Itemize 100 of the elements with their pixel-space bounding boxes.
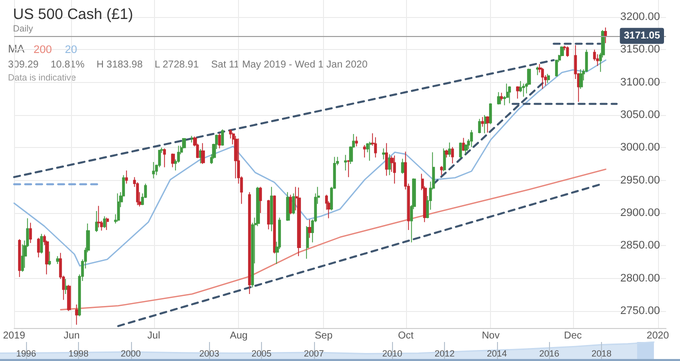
candlestick xyxy=(462,137,465,152)
y-tick-label: 2950.00 xyxy=(620,174,660,186)
x-tick-label: 1996 xyxy=(16,348,36,358)
x-tick-label: Nov xyxy=(482,330,500,342)
text: 20 xyxy=(64,44,78,56)
candlestick xyxy=(152,162,155,179)
candlestick xyxy=(489,102,492,125)
candlestick xyxy=(18,238,21,278)
candlestick xyxy=(459,142,462,159)
candlestick xyxy=(289,194,292,215)
annotation: Sat 11 May 2019 - Wed 1 Jan 2020 xyxy=(211,60,368,70)
candlestick xyxy=(191,136,194,143)
candlestick xyxy=(393,155,396,184)
candlestick xyxy=(106,217,109,230)
candlestick xyxy=(604,27,607,44)
x-tick-label: 2000 xyxy=(120,348,141,358)
candlestick xyxy=(297,187,301,257)
candlestick xyxy=(267,200,270,230)
x-tick-label: 2007 xyxy=(304,348,324,358)
ref-line-label: 3171.05 xyxy=(624,30,660,42)
y-tick-label: 2900.00 xyxy=(620,207,660,220)
candlestick xyxy=(481,116,484,128)
x-tick-label: Aug xyxy=(230,330,248,342)
annotation: H 3183.98 xyxy=(96,60,144,70)
x-tick-label: Dec xyxy=(564,330,582,342)
candlestick xyxy=(519,80,522,93)
candlestick xyxy=(117,193,120,222)
candlestick xyxy=(478,118,481,134)
candlestick xyxy=(308,219,312,238)
candlestick xyxy=(344,154,347,171)
annotation: Data is indicative xyxy=(8,72,76,82)
candlestick xyxy=(306,226,309,260)
candlestick xyxy=(497,92,501,105)
line-series xyxy=(60,168,606,310)
x-tick-label: 2016 xyxy=(539,348,560,358)
candlestick xyxy=(388,154,391,176)
candlestick xyxy=(516,86,520,100)
candlestick xyxy=(40,234,43,254)
y-tick-label: 3000.00 xyxy=(620,142,660,154)
x-tick-label: Jul xyxy=(147,330,160,342)
y-tick-label: 3150.00 xyxy=(620,44,660,56)
annotation: L 2728.91 xyxy=(154,60,200,70)
x-tick-label: 2019 xyxy=(3,330,26,342)
candlestick xyxy=(163,148,166,168)
y-tick-label: 3100.00 xyxy=(620,76,660,88)
candlestick xyxy=(199,148,202,164)
candlestick xyxy=(486,116,490,134)
candlestick xyxy=(385,142,388,176)
candlestick xyxy=(270,186,273,232)
y-tick-label: 2800.00 xyxy=(620,272,660,284)
x-tick-label: 2010 xyxy=(382,348,402,358)
x-tick-label: 2020 xyxy=(646,330,670,342)
candlestick xyxy=(292,193,295,215)
candlestick xyxy=(125,170,128,184)
x-tick-label: Jun xyxy=(64,330,80,342)
y-tick-label: 3200.00 xyxy=(620,10,660,23)
candlestick xyxy=(347,160,350,178)
candlestick xyxy=(547,73,550,84)
x-tick-label: 2014 xyxy=(486,348,507,358)
candlestick xyxy=(500,92,503,102)
candlestick xyxy=(470,130,473,148)
candlestick xyxy=(67,284,71,312)
candlestick xyxy=(259,186,262,214)
candlestick xyxy=(65,278,68,294)
candlestick xyxy=(536,66,539,76)
candlestick xyxy=(382,148,386,160)
candlestick xyxy=(508,86,511,104)
candlestick xyxy=(596,54,599,66)
candlestick xyxy=(29,222,32,244)
x-tick-label: Oct xyxy=(398,330,414,342)
candlestick xyxy=(355,136,358,147)
x-tick-label: 2018 xyxy=(592,348,612,358)
candlestick xyxy=(484,114,487,134)
candlestick xyxy=(201,142,205,164)
x-tick-label: 2005 xyxy=(252,348,272,358)
candlestick xyxy=(95,210,98,232)
candlestick xyxy=(579,68,583,90)
text: Daily xyxy=(13,24,34,34)
candlestick xyxy=(566,46,569,58)
x-tick-label: Sep xyxy=(314,330,333,342)
candlestick xyxy=(218,132,221,149)
candlestick xyxy=(75,304,79,326)
candlestick xyxy=(440,166,443,176)
y-tick-label: 2750.00 xyxy=(620,305,660,318)
candlestick xyxy=(286,192,290,222)
candlestick xyxy=(451,146,454,164)
x-tick-label: 2003 xyxy=(199,348,220,358)
chart-title: US 500 Cash (£1) xyxy=(13,6,134,23)
candlestick xyxy=(103,216,106,228)
candlestick xyxy=(369,141,372,162)
y-tick-label: 3050.00 xyxy=(620,108,660,121)
candlestick xyxy=(21,244,24,272)
x-tick-label: 1998 xyxy=(68,348,88,358)
candlestick xyxy=(97,205,101,228)
x-tick-label: 2012 xyxy=(434,348,455,358)
candlestick xyxy=(48,251,51,266)
candlestick xyxy=(248,192,251,294)
candlestick xyxy=(374,136,377,158)
candlestick xyxy=(448,142,451,158)
candlestick xyxy=(363,144,366,158)
